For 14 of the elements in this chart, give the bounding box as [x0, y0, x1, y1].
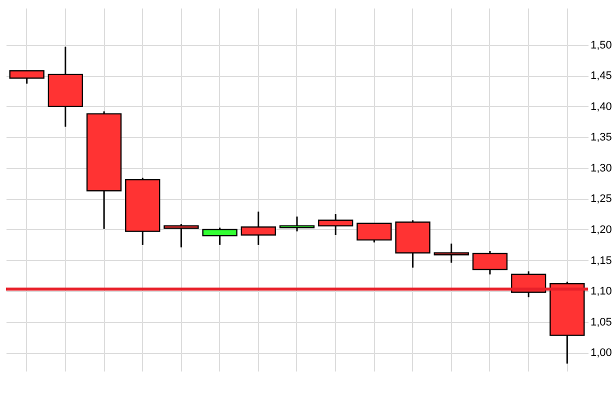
y-tick-label: 1,00	[590, 347, 612, 360]
y-tick-label: 1,15	[590, 254, 612, 267]
y-tick-label: 1,45	[590, 70, 612, 82]
y-tick-label: 1,30	[590, 162, 612, 174]
candlestick	[164, 223, 199, 248]
y-tick-label: 1,50	[590, 39, 612, 52]
candlestick	[279, 216, 315, 232]
y-tick-label: 1,40	[590, 100, 612, 113]
y-tick-label: 1,20	[590, 224, 612, 236]
y-tick-label: 1,25	[590, 193, 612, 206]
y-tick-label: 1,05	[590, 316, 612, 328]
y-tick-label: 1,35	[590, 132, 612, 144]
candlestick	[434, 242, 469, 264]
y-tick-label: 1,10	[590, 286, 612, 298]
